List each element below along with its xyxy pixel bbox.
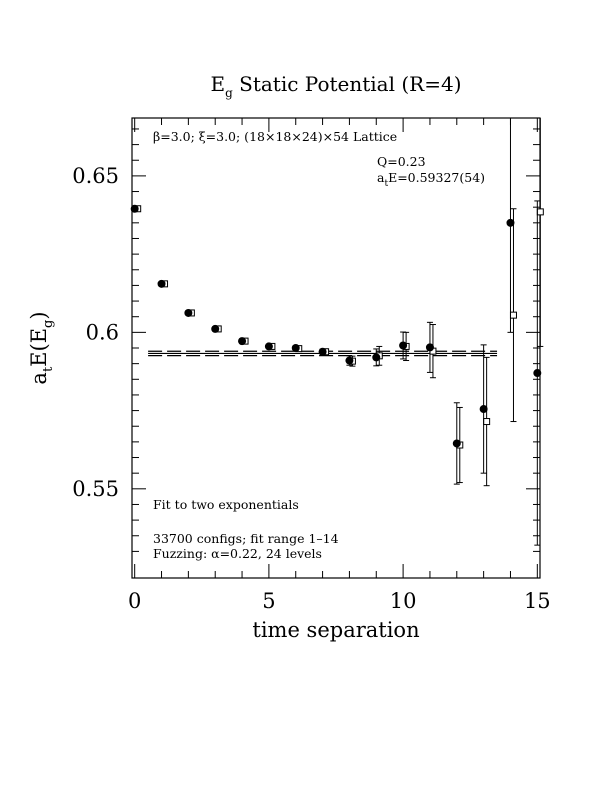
filled-circle-point — [184, 308, 193, 317]
filled-circle-point — [479, 405, 488, 414]
y-tick-labels: 0.55 0.6 0.65 — [72, 164, 119, 501]
axis-ticks — [132, 118, 540, 578]
filled-circle-point — [211, 324, 220, 333]
filled-circle-point — [399, 341, 408, 350]
filled-circle-point — [318, 347, 327, 356]
series-filled-circles — [130, 118, 542, 546]
y-axis-label: atE(Eg) — [27, 311, 56, 384]
x-tick-label: 15 — [524, 589, 551, 613]
filled-circle-point — [425, 343, 434, 352]
open-square-point — [483, 418, 491, 426]
filled-circle-point — [157, 279, 166, 288]
x-tick-labels: 0 5 10 15 — [128, 589, 551, 613]
y-tick-label: 0.65 — [72, 164, 119, 188]
filled-circle-point — [264, 342, 273, 351]
q-annotation: Q=0.23 — [377, 154, 426, 169]
filled-circle-point — [506, 218, 515, 227]
filled-circle-point — [452, 439, 461, 448]
fit-annotation: Fit to two exponentials — [153, 497, 299, 512]
open-square-point — [536, 208, 544, 216]
energy-annotation: atE=0.59327(54) — [377, 170, 485, 189]
x-axis-label: time separation — [252, 618, 419, 642]
filled-circle-point — [238, 337, 247, 346]
fuzzing-annotation: Fuzzing: α=0.22, 24 levels — [153, 546, 322, 561]
open-square-point — [509, 311, 517, 319]
x-tick-label: 10 — [390, 589, 417, 613]
y-tick-label: 0.6 — [86, 320, 119, 344]
filled-circle-point — [130, 204, 139, 213]
configs-annotation: 33700 configs; fit range 1–14 — [153, 531, 339, 546]
x-tick-label: 5 — [262, 589, 275, 613]
lattice-annotation: β=3.0; ξ=3.0; (18×18×24)×54 Lattice — [153, 129, 397, 144]
x-tick-label: 0 — [128, 589, 141, 613]
y-tick-label: 0.55 — [72, 477, 119, 501]
filled-circle-point — [372, 353, 381, 362]
filled-circle-point — [533, 369, 542, 378]
filled-circle-point — [345, 356, 354, 365]
chart-title: Eg Static Potential (R=4) — [210, 72, 461, 100]
filled-circle-point — [291, 344, 300, 352]
